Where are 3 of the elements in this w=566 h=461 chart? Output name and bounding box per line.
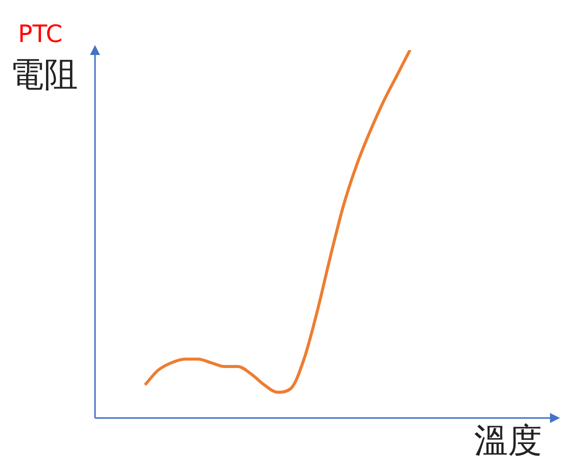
x-axis-title: 溫度 xyxy=(474,421,542,461)
chart-title: PTC xyxy=(18,20,62,48)
y-axis-title: 電阻 xyxy=(10,55,78,95)
